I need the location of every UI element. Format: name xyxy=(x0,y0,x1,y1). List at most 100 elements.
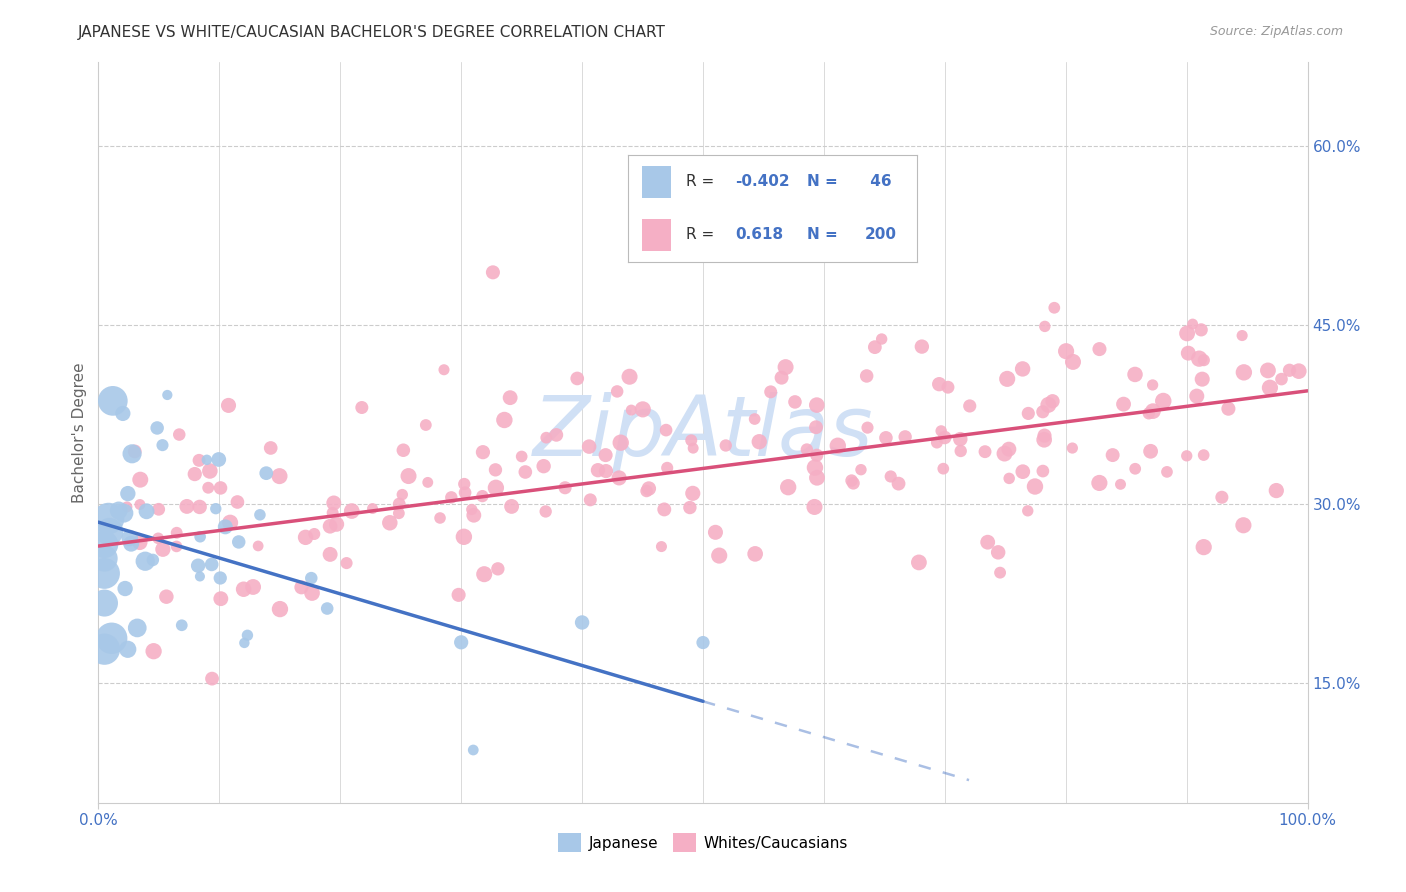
Point xyxy=(1017,504,1039,518)
Point xyxy=(959,399,981,413)
Point xyxy=(204,501,226,516)
Point xyxy=(146,421,169,435)
Point xyxy=(636,483,658,498)
Point xyxy=(398,469,420,483)
Point xyxy=(887,476,910,491)
Point xyxy=(155,590,177,604)
Point xyxy=(187,558,209,573)
Point xyxy=(775,360,797,375)
Point xyxy=(322,496,344,510)
Point xyxy=(974,444,997,458)
Text: Source: ZipAtlas.com: Source: ZipAtlas.com xyxy=(1209,25,1343,38)
Point xyxy=(378,516,401,530)
Point xyxy=(485,481,508,495)
Point xyxy=(1137,406,1160,420)
Point xyxy=(949,432,972,446)
Point xyxy=(1032,405,1054,419)
Point xyxy=(226,495,249,509)
Point xyxy=(322,506,344,520)
Point xyxy=(115,500,138,514)
Point xyxy=(692,635,714,649)
Point xyxy=(606,384,628,399)
Point xyxy=(392,443,415,458)
Point xyxy=(201,558,224,572)
Point xyxy=(463,508,485,523)
Point xyxy=(156,388,179,402)
Point xyxy=(98,524,121,539)
Bar xyxy=(643,219,671,251)
Point xyxy=(595,464,617,478)
Point xyxy=(1024,479,1046,493)
Point xyxy=(486,562,509,576)
Point xyxy=(167,427,190,442)
Point xyxy=(184,467,207,481)
Point xyxy=(114,582,136,596)
Point xyxy=(290,580,312,594)
Point xyxy=(806,398,828,412)
Point xyxy=(1265,483,1288,498)
Point xyxy=(709,549,731,563)
Point xyxy=(806,471,828,485)
Point xyxy=(1175,326,1198,341)
Point xyxy=(148,502,170,516)
Point xyxy=(482,265,505,279)
Point xyxy=(120,537,142,551)
Point xyxy=(770,370,793,384)
Point xyxy=(188,530,211,544)
Point xyxy=(609,435,631,450)
Point xyxy=(1185,389,1208,403)
Text: N =: N = xyxy=(807,174,838,189)
Point xyxy=(325,517,347,532)
Point xyxy=(233,636,256,650)
Point xyxy=(911,340,934,354)
Point xyxy=(433,363,456,377)
Point xyxy=(1011,362,1033,376)
Point xyxy=(361,501,384,516)
Point xyxy=(209,591,232,606)
Point xyxy=(1033,319,1056,334)
Point xyxy=(1191,372,1213,386)
Point xyxy=(679,500,702,515)
Point xyxy=(783,395,806,409)
Point xyxy=(494,413,516,427)
Point xyxy=(319,548,342,562)
Point xyxy=(118,531,141,545)
Point xyxy=(1192,353,1215,368)
Point xyxy=(195,453,218,467)
Point xyxy=(453,530,475,544)
Point xyxy=(652,502,675,516)
Point xyxy=(554,481,576,495)
Point xyxy=(127,621,149,635)
Point xyxy=(453,477,475,491)
Point xyxy=(166,525,188,540)
Point xyxy=(112,506,135,520)
Point xyxy=(249,508,271,522)
Y-axis label: Bachelor's Degree: Bachelor's Degree xyxy=(72,362,87,503)
Point xyxy=(170,618,193,632)
Point xyxy=(804,460,827,475)
Point xyxy=(101,393,124,408)
Text: R =: R = xyxy=(686,174,714,189)
Point xyxy=(236,628,259,642)
Point xyxy=(595,448,617,462)
Point xyxy=(1218,401,1240,416)
Point xyxy=(1101,448,1123,462)
Point xyxy=(335,556,357,570)
Point xyxy=(855,368,877,383)
Point xyxy=(1123,368,1146,382)
Point xyxy=(1011,465,1033,479)
Point xyxy=(447,588,470,602)
Point xyxy=(929,424,952,438)
Point xyxy=(129,473,152,487)
Point xyxy=(510,450,533,464)
Point xyxy=(1233,365,1256,379)
Point xyxy=(620,403,643,417)
Point xyxy=(714,438,737,452)
Point xyxy=(454,485,477,500)
Point xyxy=(198,464,221,478)
Point xyxy=(93,537,115,551)
Point xyxy=(188,453,211,467)
Point xyxy=(1062,441,1084,455)
Point xyxy=(152,438,174,452)
Point xyxy=(415,417,437,432)
